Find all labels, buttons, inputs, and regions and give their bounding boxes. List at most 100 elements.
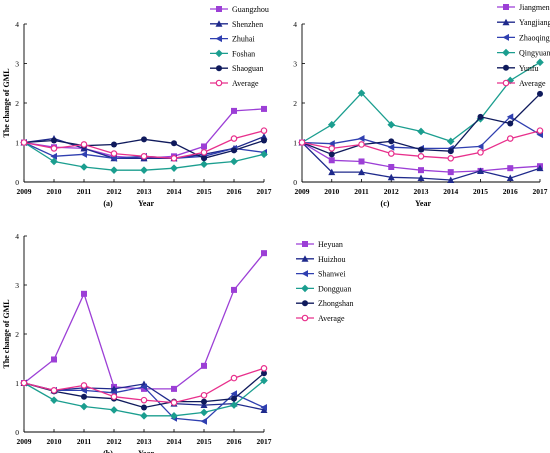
data-point xyxy=(387,150,395,157)
x-tick-label: 2012 xyxy=(107,437,122,446)
x-tick-label: 2015 xyxy=(197,187,212,196)
data-point xyxy=(231,286,237,293)
chart-panel-c: 0 1 2 3 4 2009 2010 2011 2012 2013 2014 2015 2016 201… xyxy=(293,3,550,208)
y-tick-label: 3 xyxy=(15,60,19,69)
data-point xyxy=(20,379,28,387)
legend-swatch-marker xyxy=(216,65,222,72)
legend-swatch-marker xyxy=(502,48,510,57)
y-tick-label: 4 xyxy=(15,20,19,29)
x-tick-label: 2010 xyxy=(47,437,62,446)
data-point xyxy=(50,396,58,404)
data-point xyxy=(328,157,335,164)
x-tick-label: 2010 xyxy=(47,187,62,196)
data-point xyxy=(200,408,208,417)
data-point xyxy=(50,387,58,394)
legend-swatch-marker xyxy=(301,284,309,293)
data-point xyxy=(387,173,395,181)
legend-swatch-marker xyxy=(502,33,509,41)
legend-item-zhongshan: Zhongshan xyxy=(296,299,354,308)
data-point xyxy=(537,90,543,97)
data-point xyxy=(51,356,57,363)
y-tick-label: 2 xyxy=(15,330,19,339)
legend-item-average: Average xyxy=(296,314,345,323)
panel-label: (b) xyxy=(103,449,113,453)
x-tick-label: 2012 xyxy=(107,187,122,196)
x-tick-label: 2017 xyxy=(257,187,272,196)
y-axis-label: The change of GML xyxy=(2,299,11,368)
legend-label: Shenzhen xyxy=(232,20,263,29)
legend-swatch-marker xyxy=(502,79,510,87)
data-point xyxy=(536,164,544,172)
data-point xyxy=(141,136,147,143)
series-foshan xyxy=(20,138,268,174)
data-point xyxy=(230,401,238,409)
data-point xyxy=(417,174,425,182)
data-point xyxy=(230,157,238,166)
data-point xyxy=(260,406,268,413)
data-point xyxy=(477,167,484,174)
x-axis-label: Year xyxy=(138,449,154,453)
x-tick-label: 2009 xyxy=(295,187,310,196)
data-point xyxy=(110,166,118,174)
data-point xyxy=(388,138,395,145)
panel-label: (a) xyxy=(103,199,113,208)
x-tick-label: 2014 xyxy=(443,187,458,196)
legend-label: Average xyxy=(318,314,345,323)
data-point xyxy=(260,133,268,140)
legend-label: Yangjiang xyxy=(519,18,550,27)
data-point xyxy=(201,155,207,162)
data-point xyxy=(231,147,237,154)
data-point xyxy=(111,141,117,148)
data-point xyxy=(80,150,87,158)
data-point xyxy=(50,152,57,160)
legend-item-guangzhou: Guangzhou xyxy=(210,5,269,14)
x-tick-label: 2011 xyxy=(354,187,369,196)
data-point xyxy=(536,58,544,67)
data-point xyxy=(477,149,484,156)
y-tick-label: 4 xyxy=(15,232,19,241)
legend-label: Average xyxy=(519,79,546,88)
data-point xyxy=(170,412,178,420)
y-tick-label: 3 xyxy=(293,60,297,69)
legend: Heyuan Huizhou Shanwei Dongguan Zhongshan Ave… xyxy=(296,240,354,323)
data-point xyxy=(447,148,454,155)
x-tick-label: 2010 xyxy=(324,187,339,196)
data-point xyxy=(387,120,396,129)
panel-label: (c) xyxy=(381,199,390,208)
data-point xyxy=(261,137,267,144)
data-point xyxy=(200,391,208,399)
series-line xyxy=(23,252,265,390)
x-tick-label: 2017 xyxy=(533,187,548,196)
chart-panel-b: 0 1 2 3 4 2009 2010 2011 2012 2013 2014 2015 2016 201… xyxy=(2,232,354,453)
x-axis-label: Year xyxy=(138,199,154,208)
data-point xyxy=(328,168,336,176)
data-point xyxy=(477,113,484,120)
data-point xyxy=(358,135,365,143)
legend-item-huizhou: Huizhou xyxy=(296,255,346,264)
legend-item-shaoguan: Shaoguan xyxy=(210,64,264,73)
legend-swatch-marker xyxy=(215,35,222,43)
data-point xyxy=(417,127,425,136)
x-tick-label: 2011 xyxy=(77,187,92,196)
legend-swatch-marker xyxy=(503,64,509,71)
data-point xyxy=(171,385,177,392)
y-tick-label: 1 xyxy=(15,379,19,388)
legend-item-average: Average xyxy=(497,79,546,88)
y-tick-label: 1 xyxy=(15,139,19,148)
legend-item-jiangmen: Jiangmen xyxy=(497,3,550,12)
y-tick-label: 4 xyxy=(293,20,297,29)
y-tick-label: 3 xyxy=(15,281,19,290)
x-tick-label: 2017 xyxy=(257,437,272,446)
data-point xyxy=(80,163,88,171)
x-tick-label: 2016 xyxy=(227,437,242,446)
legend-label: Jiangmen xyxy=(519,3,550,12)
legend-swatch-marker xyxy=(502,18,510,26)
data-point xyxy=(170,399,178,406)
data-point xyxy=(80,141,88,148)
legend-item-dongguan: Dongguan xyxy=(296,284,351,293)
data-point xyxy=(80,386,87,394)
data-point xyxy=(536,127,544,134)
data-point xyxy=(170,164,178,172)
data-point xyxy=(230,374,238,382)
data-point xyxy=(141,385,147,392)
